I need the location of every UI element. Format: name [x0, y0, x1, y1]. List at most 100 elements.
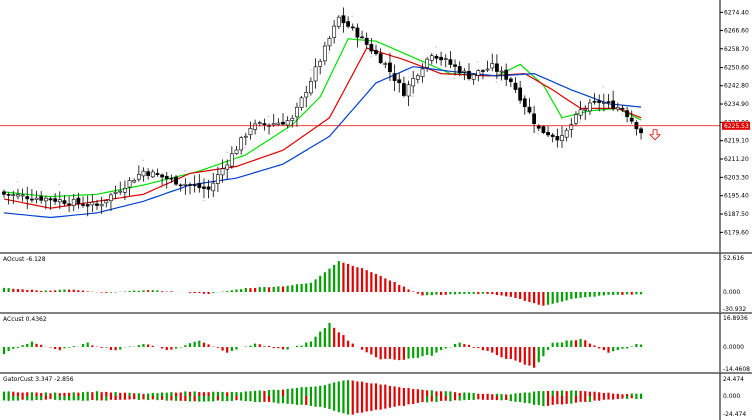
candle-body: [374, 50, 378, 54]
sell-arrow-icon: [649, 129, 662, 141]
candle-body: [29, 198, 34, 201]
price-tick-label: 6234.90: [724, 101, 749, 108]
candle-body: [611, 100, 616, 110]
fractal-up-marker: ˄: [560, 118, 563, 125]
gator-histogram: [2, 380, 643, 415]
candle-body: [629, 117, 634, 122]
candle-body: [467, 70, 471, 80]
candle-body: [601, 102, 606, 104]
candle-body: [25, 196, 30, 200]
fractal-up-marker: ˄: [183, 170, 186, 177]
sell-arrow-shape: [649, 129, 662, 141]
candle-body: [313, 66, 318, 82]
candle-body: [457, 66, 462, 74]
candle-body: [383, 63, 388, 65]
candle-body: [262, 123, 267, 126]
candle-body: [485, 68, 490, 71]
candle-body: [327, 38, 332, 47]
ma-fast-line: [3, 38, 642, 198]
candle-body: [332, 25, 337, 38]
candle-body: [346, 21, 351, 27]
fractals: ˄ ˅ ˄ ˅ ˄ ˅ ˄ ˅ ˄ ˅ ˄ ˅ ˄ ˅ ˄ ˅ ˄ ˅ ˄ ˅ ˄ ˅ ˄ ˅ ˄ ˅ ˄ ˅ ˄ ˅: [16, 15, 624, 217]
price-panel[interactable]: ˄ ˅ ˄ ˅ ˄ ˅ ˄ ˅ ˄ ˅ ˄ ˅ ˄ ˅ ˄ ˅ ˄ ˅ ˄ ˅ ˄ ˅ ˄ ˅ ˄ ˅ ˄ ˅ ˄ ˅: [0, 7, 720, 219]
candle-body: [178, 184, 183, 187]
candle-body: [39, 196, 44, 201]
price-tick-label: 6187.50: [724, 211, 749, 218]
candle-body: [411, 78, 416, 87]
current-price-label: 6225.53: [724, 123, 749, 130]
candle-body: [355, 27, 360, 38]
candle-body: [48, 198, 53, 201]
price-tick-label: 6211.20: [724, 156, 749, 163]
candle-body: [555, 136, 560, 141]
candle-body: [43, 197, 48, 202]
candle-body: [216, 174, 220, 184]
ac-tick-bottom: -14.4608: [723, 366, 750, 373]
candle-body: [71, 198, 76, 206]
candle-body: [420, 68, 425, 77]
fractal-up-marker: ˄: [518, 73, 521, 80]
candle-body: [2, 191, 6, 195]
fractal-down-marker: ˅: [76, 211, 79, 218]
price-axis: 6274.40 6266.60 6258.70 6250.60 6242.80 6234.…: [719, 0, 750, 252]
fractal-up-marker: ˄: [309, 69, 312, 76]
candle-body: [569, 124, 574, 130]
candle-body: [141, 170, 146, 177]
price-tick-label: 6250.60: [724, 65, 749, 72]
candle-body: [564, 129, 569, 138]
candle-body: [397, 79, 402, 84]
candle-body: [6, 194, 11, 196]
gator-panel[interactable]: GatorCust 3.347 -2.856 24.474 0.000 -24.…: [0, 372, 752, 420]
candle-body: [299, 97, 304, 108]
candle-body: [490, 63, 495, 69]
ao-tick-zero: 0.000: [723, 289, 740, 296]
candle-body: [499, 70, 504, 73]
fractal-up-marker: ˄: [476, 61, 479, 68]
candle-body: [202, 186, 206, 189]
candle-body: [150, 171, 155, 178]
candle-body: [211, 182, 216, 192]
candle-body: [597, 100, 602, 103]
fractal-down-marker: ˅: [35, 205, 38, 212]
candle-body: [369, 44, 374, 52]
candle-body: [453, 64, 457, 67]
price-tick-label: 6195.40: [724, 193, 749, 200]
candle-body: [253, 123, 258, 130]
ac-panel[interactable]: ACcust 0.4362 16.8936 0.0000 -14.4608: [0, 312, 752, 373]
candle-body: [513, 82, 518, 90]
candle-body: [508, 78, 513, 82]
fractal-up-marker: ˄: [100, 189, 103, 196]
candle-body: [308, 81, 313, 94]
ac-tick-zero: 0.0000: [723, 344, 744, 351]
fractal-up-marker: ˄: [142, 159, 145, 166]
candle-body: [606, 101, 611, 103]
price-tick-label: 6274.40: [724, 9, 749, 16]
candle-body: [257, 122, 262, 125]
fractal-down-marker: ˅: [244, 147, 247, 154]
candle-body: [127, 180, 132, 188]
candle-body: [639, 128, 643, 134]
candle-body: [95, 203, 99, 206]
candle-body: [16, 194, 20, 197]
candle-body: [34, 197, 39, 200]
candle-body: [592, 100, 597, 103]
price-tick-label: 6179.60: [724, 229, 749, 236]
fractal-up-marker: ˄: [434, 46, 437, 53]
ao-panel[interactable]: AOcust -6.128 52.616 0.000 -30.932: [0, 252, 752, 313]
candle-body: [164, 175, 169, 179]
candle-body: [67, 203, 72, 206]
candle-body: [336, 16, 341, 27]
candle-body: [281, 121, 285, 125]
candle-body: [234, 149, 239, 154]
candle-body: [322, 45, 327, 62]
candle-body: [243, 135, 248, 138]
candle-body: [206, 186, 211, 190]
candle-body: [136, 174, 141, 180]
candle-body: [197, 183, 202, 188]
ao-tick-top: 52.616: [723, 255, 744, 262]
candle-body: [276, 122, 281, 125]
candle-body: [406, 84, 411, 97]
candle-body: [99, 204, 104, 207]
gator-label: GatorCust 3.347 -2.856: [3, 376, 74, 383]
